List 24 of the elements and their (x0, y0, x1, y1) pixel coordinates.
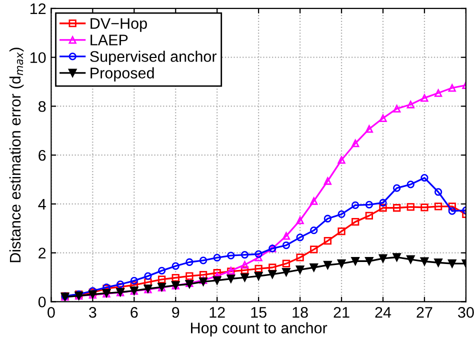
y-tick-label: 10 (30, 52, 46, 64)
x-tick-label: 3 (89, 306, 96, 318)
x-tick-label: 24 (375, 306, 392, 318)
x-tick-label: 30 (458, 306, 474, 318)
y-tick-label: 4 (38, 198, 46, 210)
y-axis-title: Distance estimation error (d$_{max}$) (9, 48, 24, 262)
x-tick-label: 15 (251, 307, 266, 318)
x-tick-label: 12 (210, 306, 225, 318)
legend-label: Proposed (90, 67, 154, 82)
x-tick-label: 9 (172, 306, 180, 318)
y-tick-label: 12 (30, 3, 46, 14)
x-tick-label: 21 (334, 306, 350, 318)
x-tick-label: 6 (130, 306, 138, 318)
x-axis-title: Hop count to anchor (191, 322, 328, 336)
y-tick-label: 2 (38, 248, 46, 258)
legend-label: DV−Hop (90, 18, 147, 32)
y-tick-label: 6 (38, 150, 46, 161)
legend-label: LAEP (90, 34, 128, 46)
x-tick-label: 18 (292, 306, 308, 318)
legend-label: Supervised anchor (90, 50, 217, 65)
y-tick-label: 0 (38, 296, 46, 308)
x-tick-label: 0 (48, 306, 55, 318)
x-tick-label: 27 (416, 306, 432, 318)
y-tick-label: 8 (38, 101, 46, 112)
